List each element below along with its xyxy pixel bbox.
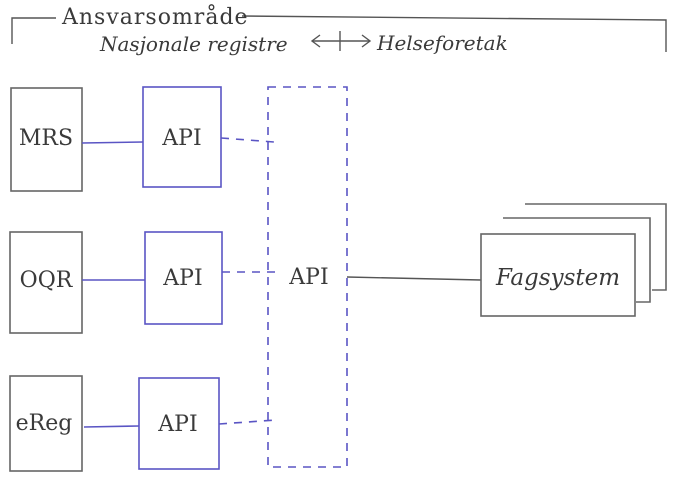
fagsystem-label: Fagsystem [495,265,620,291]
double-arrow-icon [310,31,372,51]
connector-ereg-api [83,425,140,428]
header-title: Ansvarsområde [61,3,249,30]
api-box-oqr [144,231,223,325]
dashed-link-ereg [218,419,277,425]
connector-api-fagsystem [346,276,482,281]
api-box-mrs [142,86,222,188]
responsibility-bracket [11,15,667,52]
registry-box-ereg [9,375,83,472]
fagsystem-box [480,233,636,317]
registry-box-mrs [10,87,83,192]
central-api-label: API [288,265,328,290]
dashed-link-mrs [220,137,275,143]
header-right-label: Helseforetak [376,31,508,55]
header-left-label: Nasjonale registre [99,32,288,56]
api-label-mrs: API [161,126,201,151]
registry-label-ereg: eReg [16,411,73,436]
api-label-ereg: API [157,412,197,437]
registry-label-oqr: OQR [20,268,74,293]
fagsystem-stack [480,203,667,317]
registry-label-mrs: MRS [19,126,73,151]
registry-box-oqr [9,231,83,334]
central-api-box [267,86,348,468]
api-label-oqr: API [162,266,202,291]
connector-mrs-api [81,141,144,144]
